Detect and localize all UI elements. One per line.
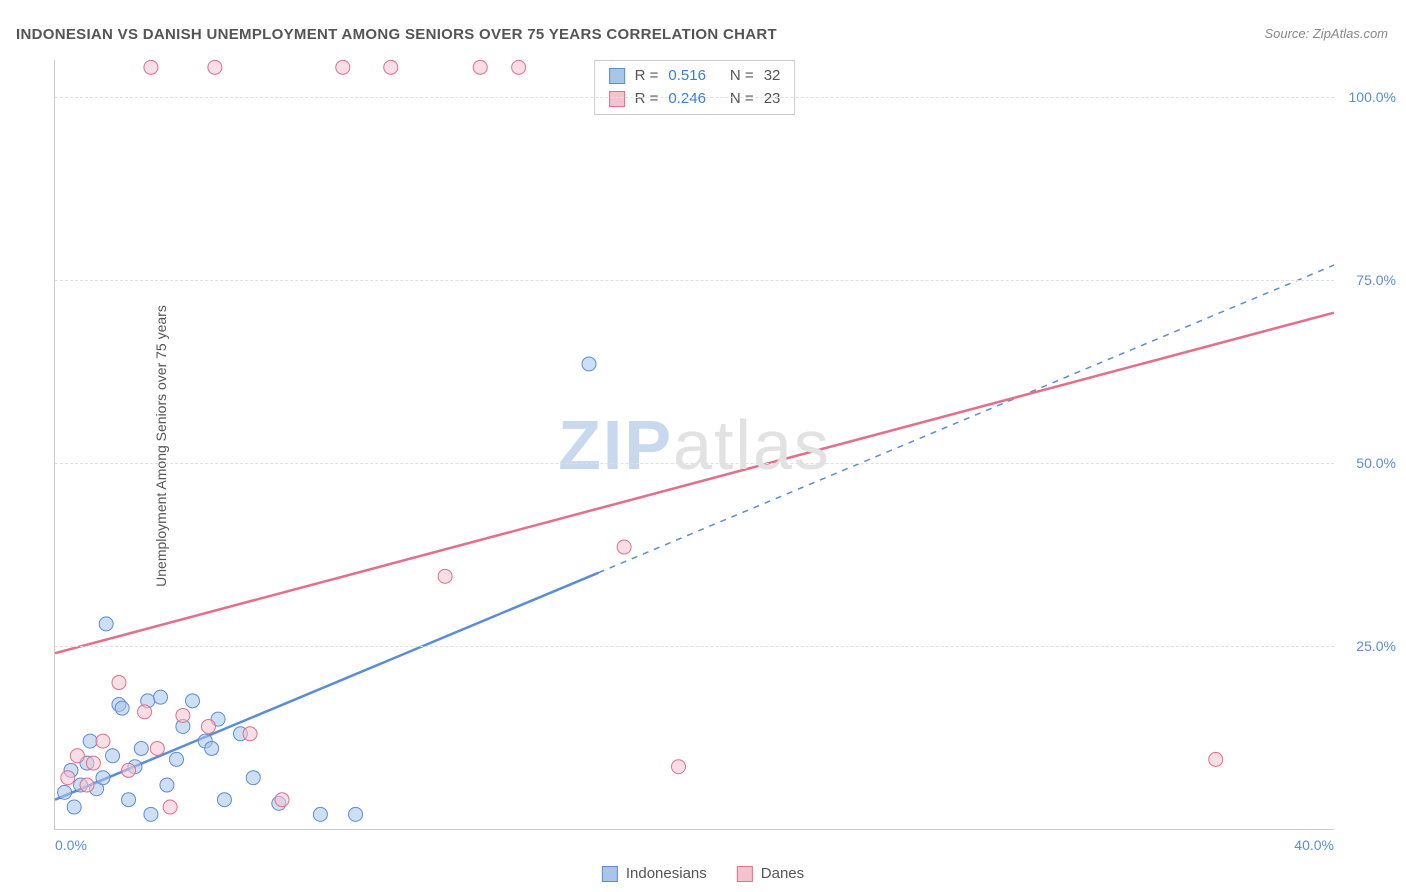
y-tick-label: 50.0%: [1356, 455, 1396, 471]
y-tick-label: 25.0%: [1356, 638, 1396, 654]
stats-row: R = 0.516 N = 32: [609, 65, 781, 88]
stat-r-label: R =: [635, 65, 659, 88]
data-point-indonesians: [134, 741, 148, 755]
data-point-danes: [80, 778, 94, 792]
stat-n-label: N =: [730, 88, 754, 111]
trend-line-danes: [55, 313, 1334, 654]
gridline: [55, 646, 1334, 647]
series-swatch: [609, 91, 625, 107]
data-point-danes: [176, 708, 190, 722]
y-tick-label: 100.0%: [1349, 89, 1396, 105]
legend-item: Indonesians: [602, 865, 707, 882]
data-point-indonesians: [170, 752, 184, 766]
data-point-danes: [70, 749, 84, 763]
data-point-indonesians: [582, 357, 596, 371]
data-point-danes: [1209, 752, 1223, 766]
legend-swatch: [602, 866, 618, 882]
data-point-danes: [208, 60, 222, 74]
series-swatch: [609, 68, 625, 84]
gridline: [55, 280, 1334, 281]
stat-r-value: 0.246: [668, 88, 706, 111]
chart-container: { "title": "INDONESIAN VS DANISH UNEMPLO…: [0, 0, 1406, 892]
data-point-indonesians: [313, 807, 327, 821]
data-point-danes: [96, 734, 110, 748]
data-point-indonesians: [58, 785, 72, 799]
data-point-danes: [512, 60, 526, 74]
legend-item: Danes: [737, 865, 804, 882]
stat-r-label: R =: [635, 88, 659, 111]
data-point-indonesians: [185, 694, 199, 708]
data-point-indonesians: [154, 690, 168, 704]
stats-row: R = 0.246 N = 23: [609, 88, 781, 111]
data-point-danes: [438, 569, 452, 583]
y-tick-label: 75.0%: [1356, 272, 1396, 288]
bottom-legend: Indonesians Danes: [602, 865, 804, 882]
x-tick-label: 0.0%: [55, 837, 87, 853]
data-point-danes: [122, 763, 136, 777]
data-point-indonesians: [217, 793, 231, 807]
data-point-indonesians: [205, 741, 219, 755]
data-point-danes: [112, 676, 126, 690]
data-point-danes: [384, 60, 398, 74]
data-point-danes: [275, 793, 289, 807]
data-point-danes: [163, 800, 177, 814]
data-point-indonesians: [349, 807, 363, 821]
x-tick-label: 40.0%: [1294, 837, 1334, 853]
plot-svg: [55, 60, 1334, 829]
gridline: [55, 97, 1334, 98]
stats-box: R = 0.516 N = 32 R = 0.246 N = 23: [594, 60, 796, 115]
data-point-indonesians: [83, 734, 97, 748]
data-point-danes: [243, 727, 257, 741]
data-point-danes: [473, 60, 487, 74]
legend-label: Danes: [761, 865, 804, 882]
data-point-indonesians: [99, 617, 113, 631]
legend-swatch: [737, 866, 753, 882]
data-point-indonesians: [160, 778, 174, 792]
trend-line-dash-indonesians: [599, 265, 1334, 573]
data-point-indonesians: [67, 800, 81, 814]
chart-title: INDONESIAN VS DANISH UNEMPLOYMENT AMONG …: [16, 26, 777, 43]
data-point-indonesians: [106, 749, 120, 763]
data-point-danes: [201, 719, 215, 733]
data-point-danes: [672, 760, 686, 774]
legend-label: Indonesians: [626, 865, 707, 882]
data-point-indonesians: [144, 807, 158, 821]
stat-n-value: 23: [764, 88, 781, 111]
data-point-danes: [144, 60, 158, 74]
data-point-danes: [138, 705, 152, 719]
data-point-indonesians: [122, 793, 136, 807]
stat-r-value: 0.516: [668, 65, 706, 88]
stat-n-label: N =: [730, 65, 754, 88]
data-point-indonesians: [96, 771, 110, 785]
source-attribution: Source: ZipAtlas.com: [1264, 26, 1388, 41]
plot-area: ZIPatlas R =0.516N =32R =0.246N =23 25.0…: [54, 60, 1334, 830]
data-point-danes: [86, 756, 100, 770]
data-point-indonesians: [246, 771, 260, 785]
data-point-danes: [336, 60, 350, 74]
data-point-danes: [61, 771, 75, 785]
data-point-indonesians: [115, 701, 129, 715]
gridline: [55, 463, 1334, 464]
data-point-danes: [150, 741, 164, 755]
data-point-danes: [617, 540, 631, 554]
stat-n-value: 32: [764, 65, 781, 88]
